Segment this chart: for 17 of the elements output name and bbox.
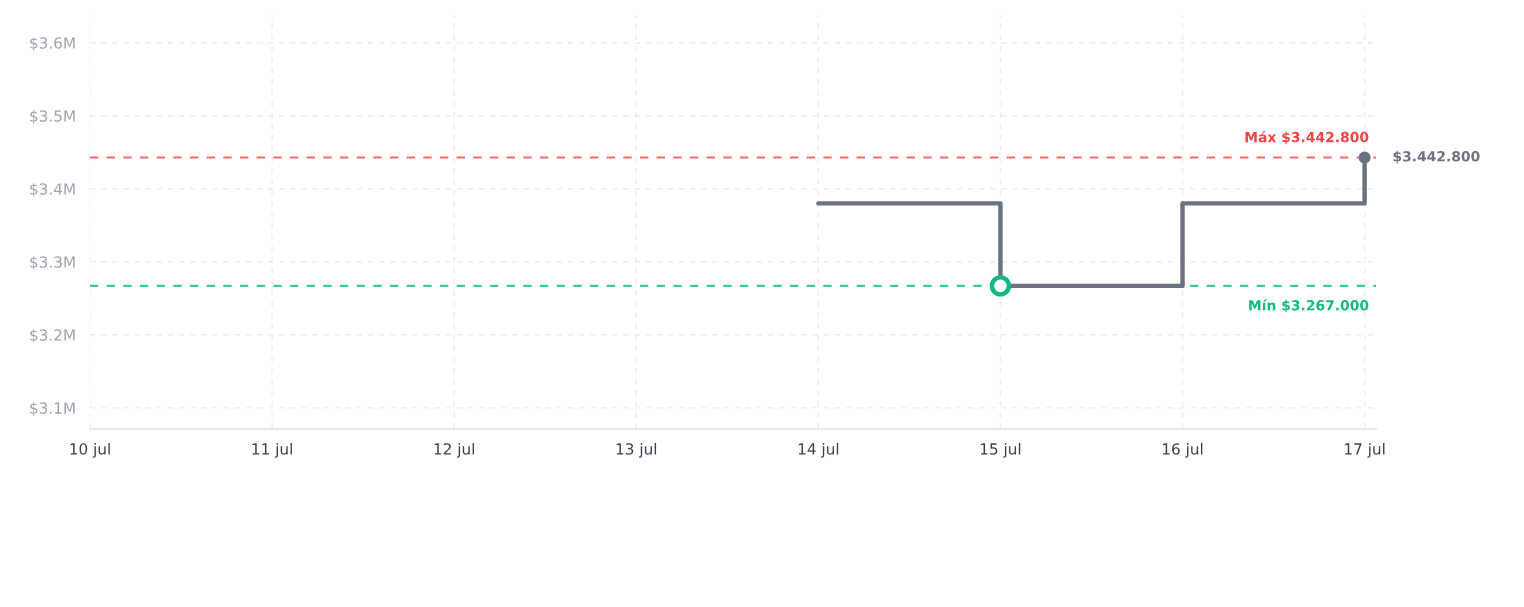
y-tick-label: $3.6M xyxy=(30,36,75,51)
ref-line-label: Mín $3.267.000 xyxy=(1249,299,1369,313)
y-tick-label: $3.2M xyxy=(30,329,75,343)
annotation: $3.442.800 xyxy=(1393,150,1480,164)
y-tick-label: $3.5M xyxy=(30,109,75,124)
y-tick-label: $3.3M xyxy=(30,255,75,270)
x-tick-label: 15 jul xyxy=(980,442,1021,458)
ref-line-label: Máx $3.442.800 xyxy=(1245,131,1369,145)
y-tick-label: $3.1M xyxy=(30,402,75,416)
x-tick-label: 10 jul xyxy=(70,442,110,458)
x-tick-label: 16 jul xyxy=(1162,442,1203,458)
x-tick-label: 13 jul xyxy=(616,442,657,458)
x-tick-label: 17 jul xyxy=(1345,442,1385,458)
y-tick-label: $3.4M xyxy=(30,182,75,197)
x-tick-label: 14 jul xyxy=(798,442,839,458)
x-tick-label: 11 jul xyxy=(252,442,292,458)
x-tick-label: 12 jul xyxy=(434,442,474,458)
